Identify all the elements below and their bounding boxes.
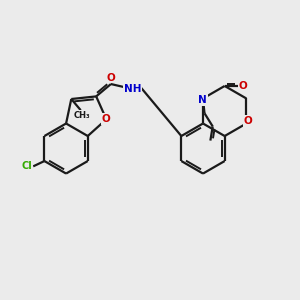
Text: NH: NH [124,84,141,94]
Text: O: O [106,73,115,82]
Text: O: O [102,114,111,124]
Text: CH₃: CH₃ [73,111,90,120]
Text: Cl: Cl [21,161,32,171]
Text: O: O [239,81,248,91]
Text: O: O [243,116,252,126]
Text: N: N [198,95,207,105]
